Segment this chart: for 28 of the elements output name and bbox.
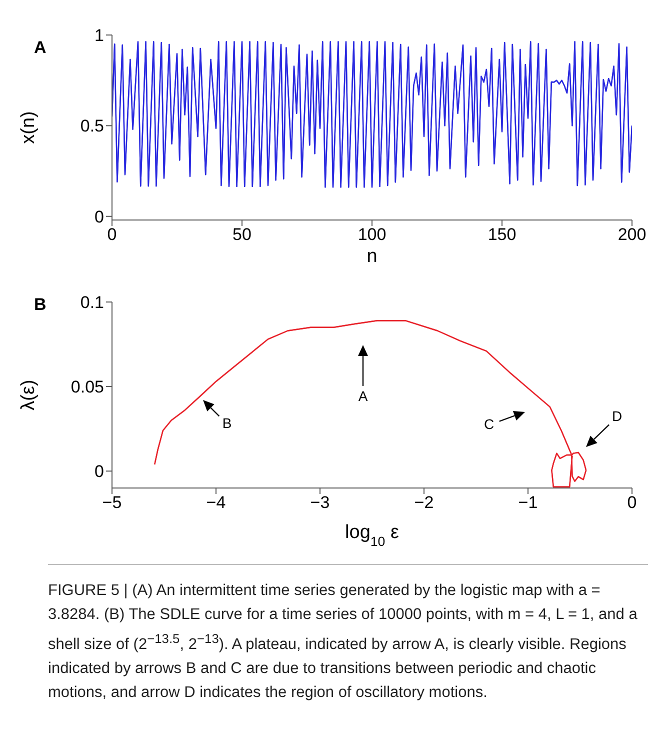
annotation: A [358,388,368,404]
x-tick-label: 150 [488,225,516,244]
y-axis-title: λ(ε) [18,380,39,410]
annotation: B [222,414,232,431]
text: FIGURE 5 | (A) An intermittent time series generated by the logistic map with a = 3.8284. (B) The SDLE curve for a time series of 10000 points, with m = 4, L = 1, and a shell size of (2$^{−13.5}$, 2$^{−13}$). A plateau, indicated by arrow A, is clearly visible. Regions indicated by arrows B and C are due to transitions between periodic and chaotic motions, and arrow D indicates the region of oscillatory motions. [48,582,638,702]
x-tick-label: 0 [107,225,117,244]
chart-title: B [34,295,46,315]
x-axis-title: log$_{10}$ ε [345,522,400,548]
chart-title: A [34,38,46,58]
x-tick-label: 0 [627,493,637,512]
x-axis-title: n [366,246,378,267]
annotation: C [484,416,494,432]
x-tick-label: 100 [358,225,386,244]
x-tick-label: −2 [414,493,434,512]
y-tick-label: 0.5 [80,116,104,136]
x-tick-label: −4 [206,493,226,512]
x-tick-label: −1 [518,493,538,512]
x-tick-label: 200 [618,225,646,244]
annotation: D [612,408,622,424]
y-axis-title: x(n) [18,111,39,144]
x-tick-label: −5 [102,493,122,512]
x-tick-label: −3 [310,493,330,512]
y-tick-label: 0.05 [70,378,104,397]
x-tick-label: 50 [232,225,252,244]
y-tick-label: 0.1 [80,293,104,312]
y-tick-label: 0 [94,207,104,226]
y-tick-label: 0 [94,462,104,482]
y-tick-label: 1 [94,26,104,46]
